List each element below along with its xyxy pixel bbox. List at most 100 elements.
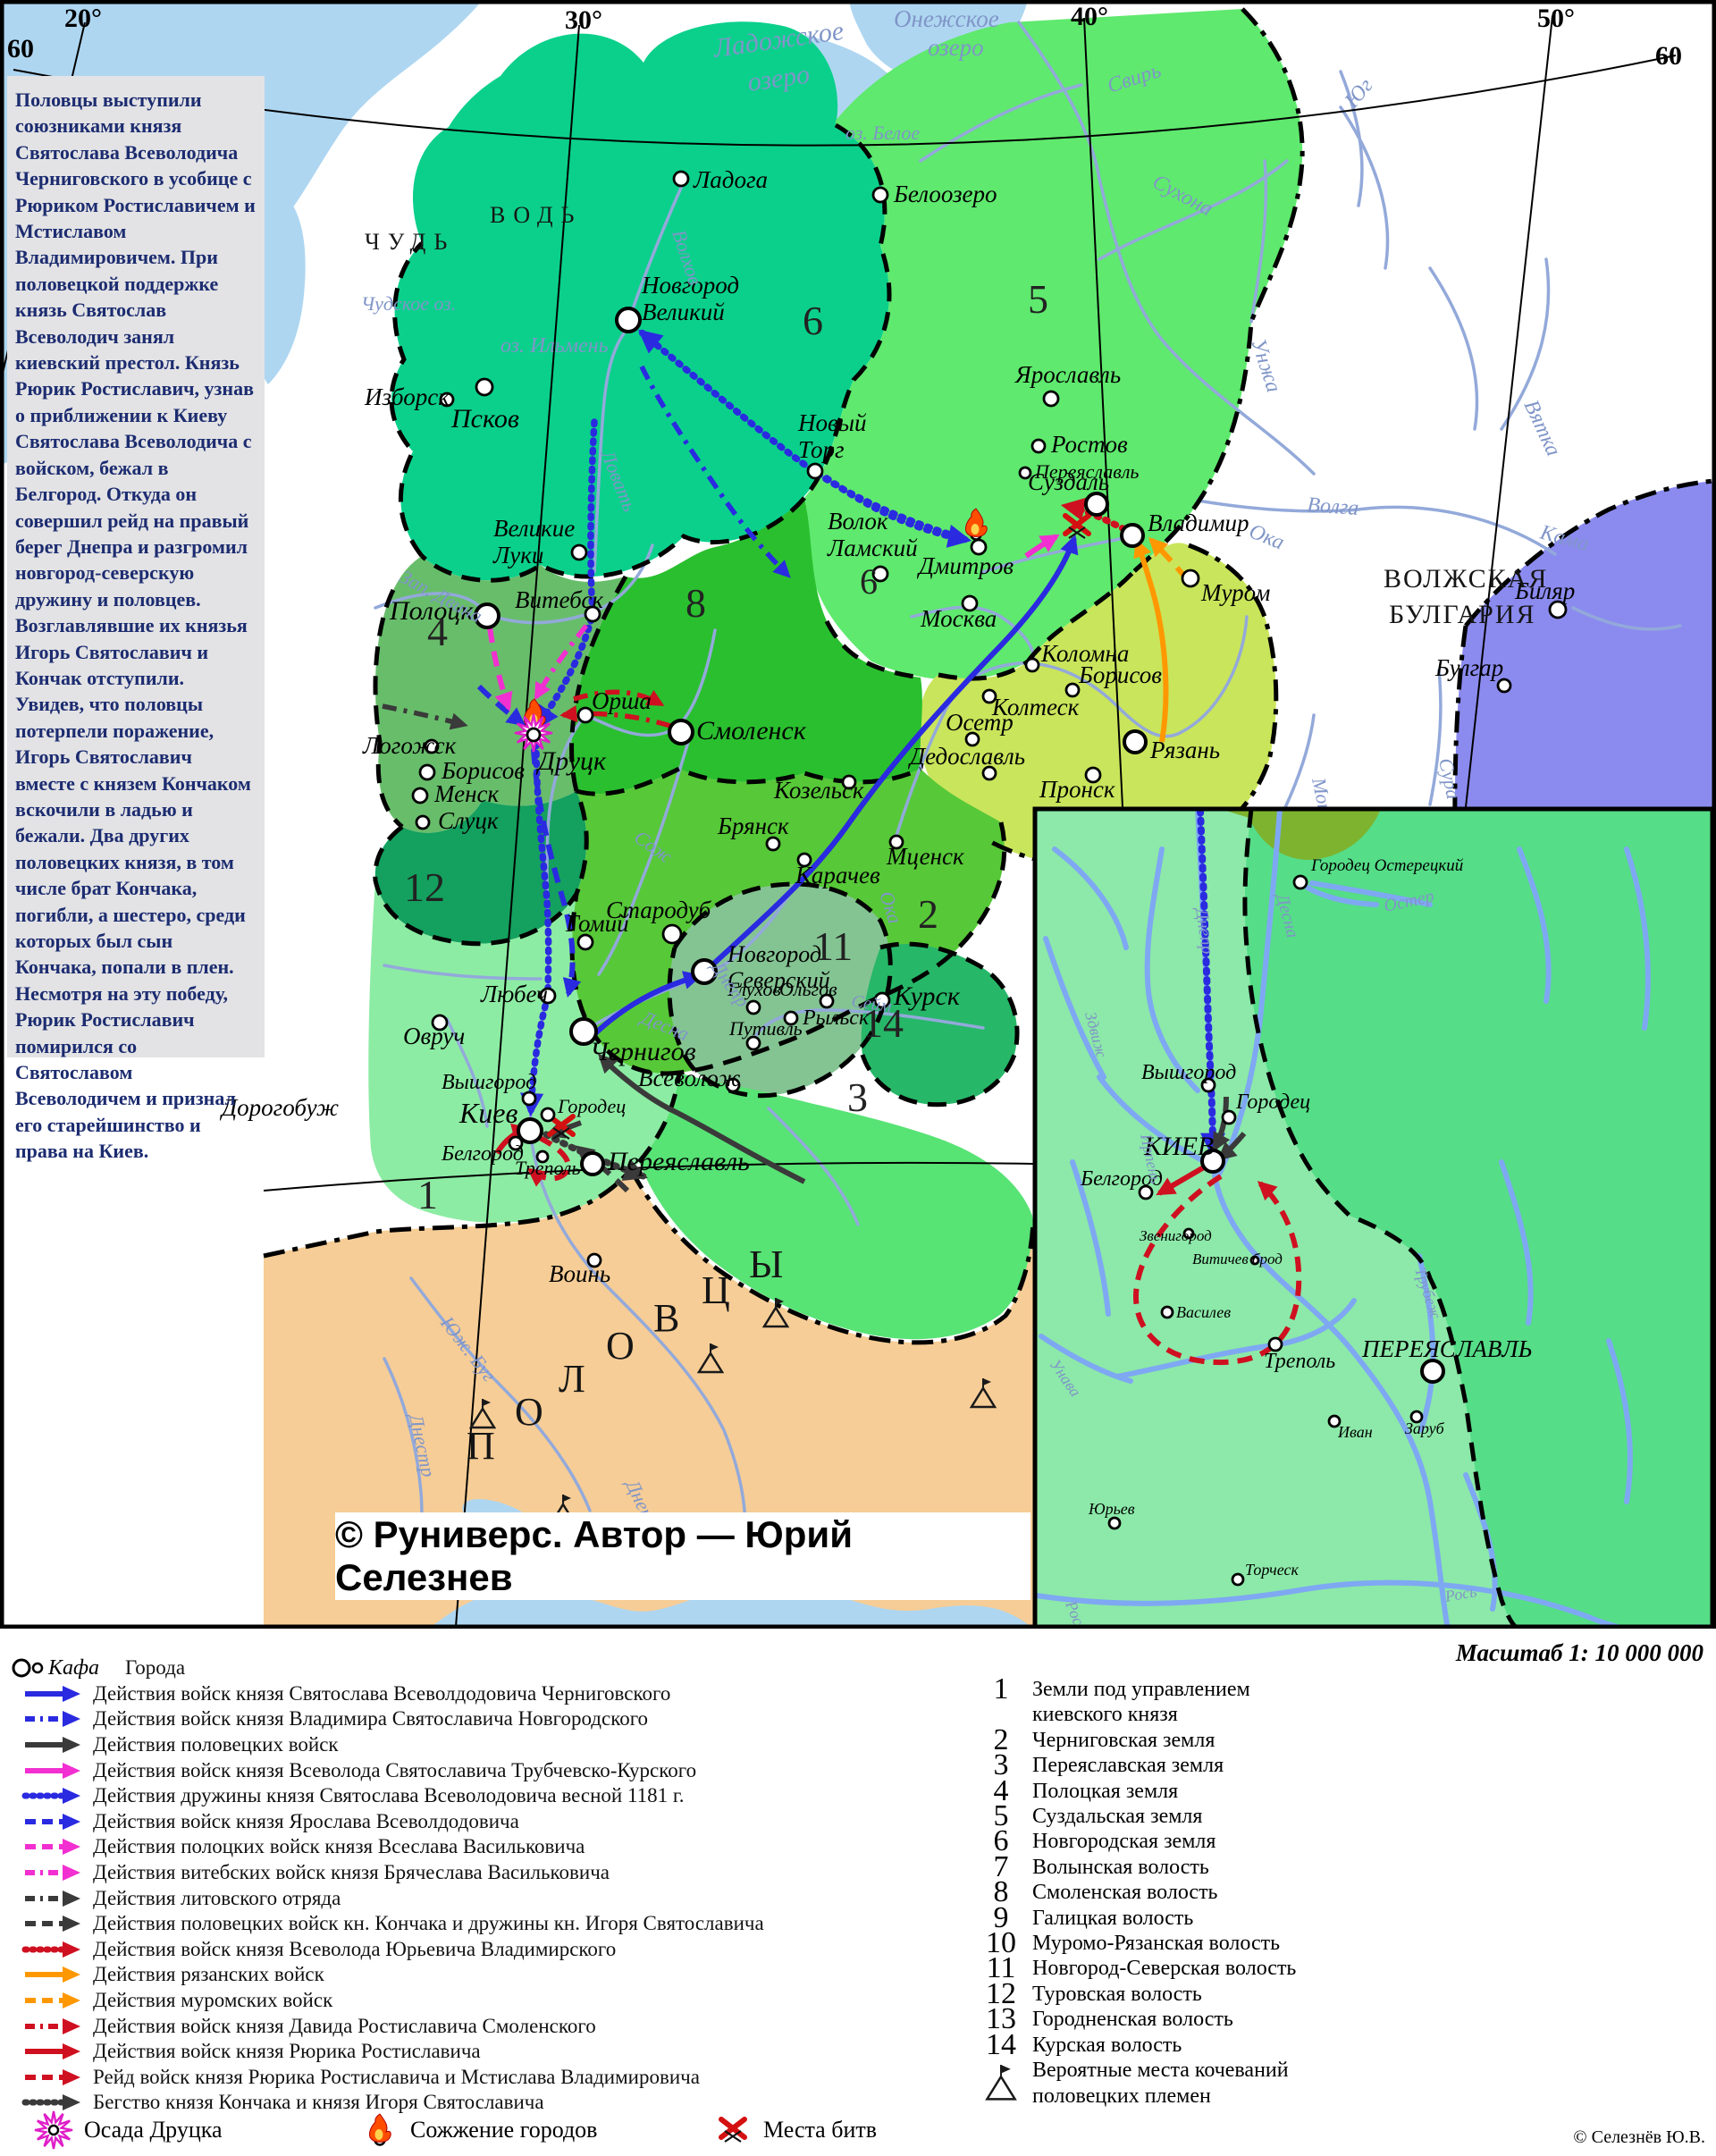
legend-territory-1: 1 Земли под управлением киевского князя: [970, 1673, 1712, 1728]
tent-icon: [985, 2065, 1017, 2101]
city-label: Великий: [642, 299, 725, 325]
liman2: [697, 1594, 822, 1633]
city-Дмитров: Дмитров: [916, 538, 1014, 579]
city-dot: [1327, 1414, 1342, 1428]
city-dot: [1084, 492, 1109, 517]
legend-symbol-fire: Сожжение городов: [353, 2110, 597, 2151]
city-label: Дмитров: [916, 552, 1014, 579]
city-Иван: Иван: [1327, 1414, 1373, 1441]
legend-territory-13: 13 Городненская волость: [970, 2004, 1712, 2034]
legend-territory-9: 9 Галицкая волость: [970, 1902, 1712, 1933]
city-dot: [415, 814, 431, 830]
legend-territory-2: 2 Черниговская земля: [970, 1724, 1712, 1755]
city-label: Карачев: [795, 862, 880, 889]
city-label: Рязань: [1149, 737, 1220, 763]
city-Псков: Псков: [450, 377, 519, 434]
territory-label: Новгород-Северская волость: [1032, 1957, 1297, 1981]
region-number: 2: [918, 891, 938, 937]
tent-symbol: [985, 2065, 1017, 2101]
area-label: ЧУДЬ: [365, 229, 455, 255]
territory-number: 10: [986, 1926, 1016, 1960]
city-label: Витичев брод: [1192, 1251, 1283, 1267]
region-number: 4: [427, 609, 448, 654]
legend-route-row-12: Действия рязанских войск: [11, 1962, 963, 1988]
siege-symbol: [34, 2110, 73, 2150]
territory-number: 12: [986, 1976, 1016, 2010]
city-Дорогобуж: Дорогобуж: [219, 1094, 339, 1121]
city-label: Ладога: [693, 166, 768, 193]
region-turov: [374, 791, 587, 944]
city-label: Дорогобуж: [219, 1094, 339, 1121]
region-kiev: [368, 880, 679, 1223]
city-label: Овруч: [403, 1023, 465, 1049]
city-dot: [1064, 682, 1081, 698]
legend-route-row-2: Действия войск князя Владимира Святослав…: [11, 1706, 963, 1732]
area-label: П: [467, 1424, 495, 1468]
route-symbol: [25, 2068, 80, 2085]
tent-icon: [761, 1298, 790, 1328]
city-label: Козельск: [773, 777, 864, 804]
tent-icon: [468, 1399, 497, 1429]
city-dot: [1160, 1305, 1174, 1319]
city-dot: [1084, 766, 1102, 784]
city-dot: [1181, 568, 1200, 588]
city-dot: [474, 602, 500, 629]
legend-route-label: Действия войск князя Рюрика Ростиславича: [93, 2040, 481, 2063]
region-pereyaslav: [639, 1073, 1034, 1340]
city-dot: [1409, 1410, 1424, 1424]
city-Путивль: Путивль: [728, 1017, 803, 1051]
city-Менск: Менск: [411, 780, 499, 807]
city-dot: [1123, 729, 1148, 754]
city-label: Городец: [1235, 1091, 1310, 1114]
city-dot: [1231, 1572, 1245, 1587]
map-frame: [0, 0, 1716, 1630]
area-label: Ы: [749, 1242, 783, 1286]
city-Карачев: Карачев: [795, 852, 880, 889]
city-symbol: Кафа: [12, 1656, 99, 1680]
legend-route-label: Действия рязанских войск: [93, 1963, 324, 1986]
grid-label: 60: [7, 34, 34, 63]
legend-route-label: Бегство князя Кончака и князя Игоря Свят…: [93, 2091, 544, 2114]
city-dot: [672, 170, 690, 188]
city-Треполь: Треполь: [515, 1150, 581, 1179]
city-label: Биляр: [1514, 577, 1575, 604]
legend-route-label: Рейд войск князя Рюрика Ростиславича и М…: [93, 2065, 700, 2088]
city-Смоленск: Смоленск: [668, 716, 807, 745]
water-label: Волга: [1307, 493, 1360, 520]
city-Ладога: Ладога: [672, 166, 768, 193]
city-Стародуб: Стародуб: [606, 897, 712, 945]
water-label: Унжа: [1246, 336, 1285, 395]
city-dot: [1042, 390, 1060, 408]
city-dot: [576, 933, 594, 951]
route-symbol: [25, 1967, 80, 1983]
lake-chudskoe: [252, 188, 306, 384]
city-dot: [439, 392, 455, 408]
city-Муром: Муром: [1181, 568, 1270, 606]
legend-cities-row: Кафа Города: [11, 1655, 963, 1681]
city-Слуцк: Слуцк: [415, 807, 499, 834]
city-dot: [1200, 1077, 1216, 1093]
grid-label: 20°: [64, 4, 102, 33]
territory-number: 3: [993, 1748, 1009, 1782]
city-dot: [615, 307, 642, 333]
territory-number: 7: [993, 1849, 1009, 1883]
legend-route-row-13: Действия муромских войск: [11, 1988, 963, 2014]
city-ПЕРЕЯСЛАВЛЬ: ПЕРЕЯСЛАВЛЬ: [1361, 1335, 1533, 1384]
territory-number: 4: [993, 1773, 1009, 1807]
copyright-banner: © Руниверс. Автор — Юрий Селезнев: [335, 1512, 1030, 1600]
city-Звенигород: Звенигород: [1140, 1227, 1212, 1244]
territory-label: Новгородская земля: [1032, 1830, 1216, 1854]
city-label: Псков: [450, 404, 519, 434]
city-label: Логожск: [362, 732, 457, 759]
region-number: 12: [404, 864, 445, 910]
city-dot: [1221, 1109, 1237, 1125]
legend-routes-list: Кафа Города Действия войск князя Святослав…: [11, 1655, 963, 2116]
city-label: Вышгород: [442, 1071, 536, 1094]
legend-route-row-3: Действия половецких войск: [11, 1732, 963, 1758]
city-label: Белгород: [441, 1142, 524, 1166]
legend-territory-3: 3 Переяславская земля: [970, 1748, 1712, 1782]
city-label: Городец Остерецкий: [1310, 856, 1464, 875]
city-dot: [970, 538, 988, 556]
city-label: Коломна: [1040, 640, 1129, 667]
city-Рязань: Рязань: [1123, 729, 1220, 763]
